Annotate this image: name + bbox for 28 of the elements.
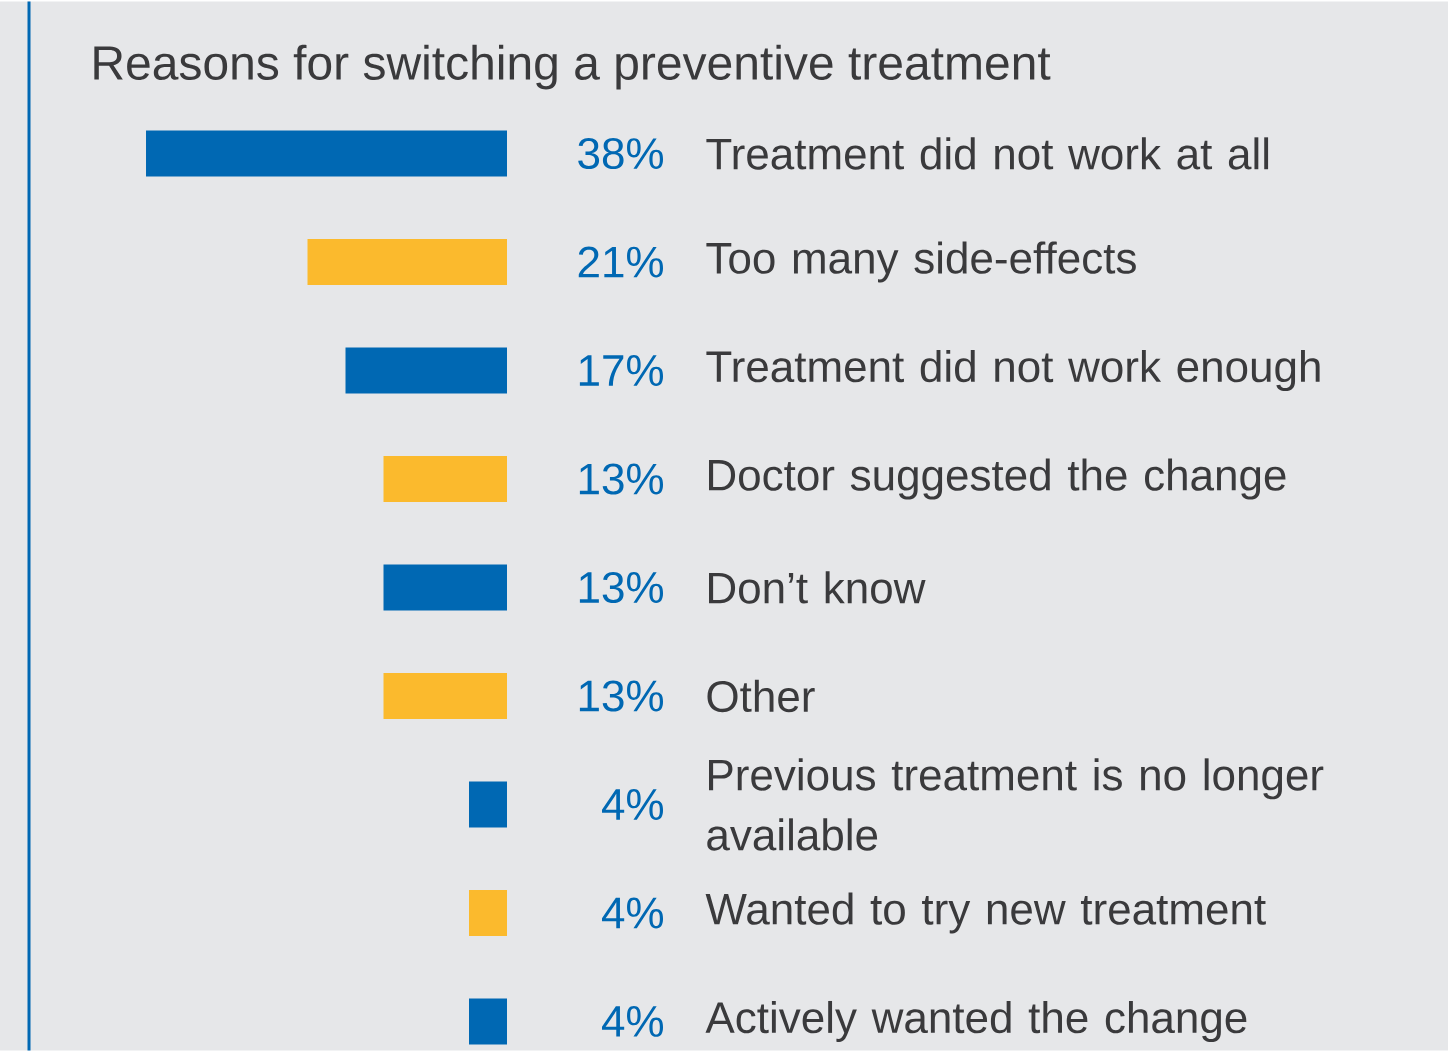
y-tick-label: Previous treatment is no longer available — [707, 758, 1324, 851]
data-label: 17% — [579, 355, 664, 386]
y-tick-label: Doctor suggested the change — [709, 458, 1286, 500]
bar — [469, 998, 507, 1045]
y-tick-label: Too many side-effects — [706, 241, 1136, 283]
data-label: 13% — [579, 571, 664, 604]
y-tick-label: Wanted to try new treatment — [705, 892, 1266, 934]
y-tick-label: Treatment did not work enough — [706, 349, 1320, 392]
data-label: 4% — [602, 897, 664, 929]
chart-title: Reasons for switching a preventive treatment — [94, 44, 1051, 90]
bar — [469, 890, 507, 937]
data-label: 4% — [602, 789, 664, 820]
data-label: 38% — [578, 137, 664, 170]
data-label: 13% — [579, 463, 664, 495]
bar — [469, 781, 507, 828]
data-label: 4% — [602, 1006, 664, 1037]
bar — [307, 239, 507, 286]
y-tick-label: Other — [707, 679, 815, 713]
y-tick-label: Don’t know — [709, 571, 926, 604]
bar — [345, 347, 507, 394]
bar — [383, 673, 507, 720]
bar — [383, 564, 507, 611]
data-label: 13% — [579, 680, 664, 712]
y-tick-label: Actively wanted the change — [705, 1000, 1247, 1043]
bar — [146, 130, 507, 177]
y-tick-label: Treatment did not work at all — [706, 137, 1269, 170]
data-label: 21% — [578, 246, 664, 278]
bar — [383, 456, 507, 503]
